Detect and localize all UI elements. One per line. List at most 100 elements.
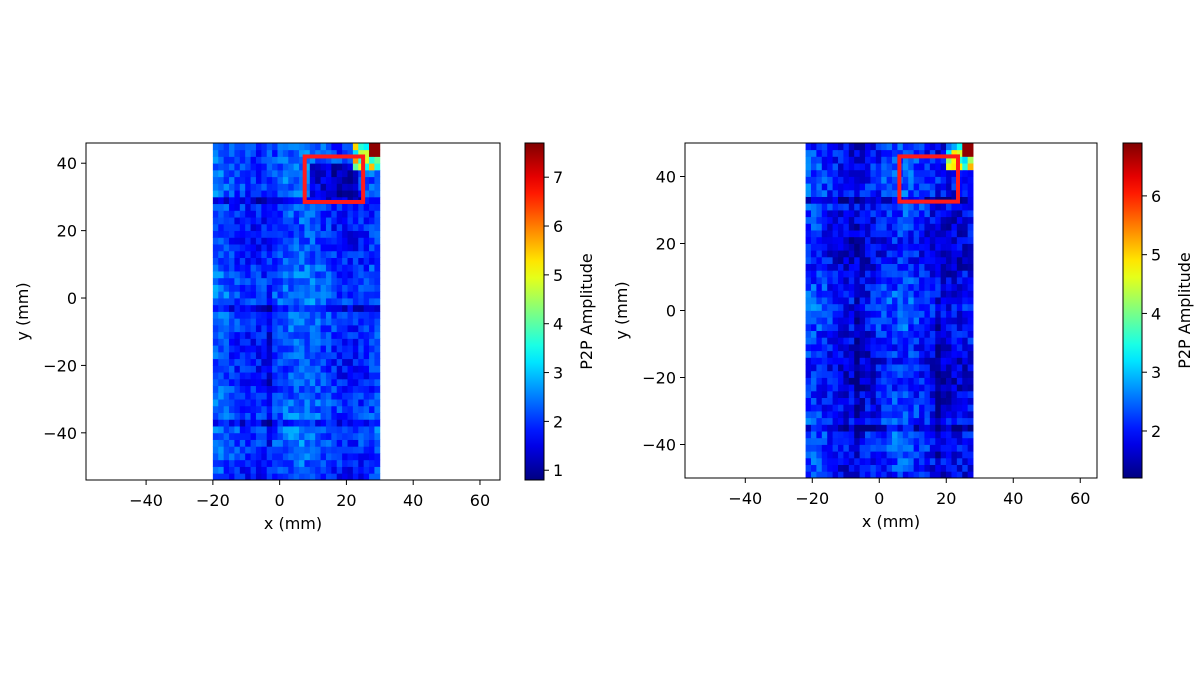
heatmap-cell	[325, 217, 332, 225]
heatmap-cell	[929, 357, 936, 365]
heatmap-cell	[886, 277, 893, 285]
heatmap-cell	[832, 176, 839, 184]
heatmap-cell	[821, 317, 828, 325]
heatmap-cell	[848, 404, 855, 412]
heatmap-cell	[940, 263, 947, 271]
heatmap-cell	[951, 236, 958, 244]
heatmap-cell	[299, 210, 305, 218]
highlight-rectangle	[897, 154, 960, 204]
heatmap-cell	[854, 297, 861, 305]
heatmap-cell	[315, 257, 321, 265]
heatmap-cell	[223, 203, 230, 211]
heatmap-cell	[331, 298, 338, 306]
heatmap-cell	[956, 417, 963, 425]
heatmap-cell	[250, 426, 257, 434]
heatmap-cell	[250, 473, 257, 481]
heatmap-cell	[255, 372, 262, 380]
heatmap-cell	[886, 169, 893, 177]
heatmap-cell	[875, 457, 882, 465]
heatmap-cell	[245, 378, 251, 387]
heatmap-cell	[854, 411, 861, 419]
heatmap-cell	[854, 417, 861, 425]
heatmap-cell	[816, 424, 823, 432]
heatmap-cell	[956, 297, 963, 305]
heatmap-cell	[935, 143, 942, 151]
heatmap-cell	[886, 256, 893, 264]
heatmap-cell	[870, 337, 877, 345]
heatmap-cell	[929, 143, 936, 151]
heatmap-cell	[875, 277, 882, 285]
heatmap-cell	[956, 256, 963, 264]
heatmap-cell	[827, 149, 833, 157]
heatmap-cell	[848, 357, 855, 365]
heatmap-cell	[342, 338, 348, 346]
heatmap-cell	[838, 344, 844, 352]
heatmap-cell	[234, 277, 241, 285]
heatmap-cell	[369, 473, 375, 481]
heatmap-cell	[320, 419, 327, 427]
heatmap-cell	[956, 464, 963, 472]
heatmap-cell	[881, 263, 888, 271]
heatmap-cell	[212, 378, 219, 387]
heatmap-cell	[352, 453, 359, 461]
heatmap-cell	[810, 203, 817, 211]
heatmap-cell	[282, 432, 289, 440]
colorbar-tick-label: 5	[553, 266, 563, 285]
heatmap-cell	[919, 223, 925, 231]
heatmap-cell	[352, 405, 359, 413]
heatmap-cell	[282, 298, 289, 306]
heatmap-cell	[892, 169, 898, 177]
heatmap-cell	[212, 385, 219, 393]
heatmap-cell	[881, 277, 888, 285]
heatmap-cell	[810, 189, 817, 197]
heatmap-cell	[255, 365, 262, 373]
heatmap-cell	[838, 303, 844, 311]
heatmap-cell	[843, 256, 850, 264]
heatmap-cell	[892, 203, 898, 211]
heatmap-cell	[325, 169, 332, 178]
heatmap-cell	[946, 256, 952, 264]
heatmap-cell	[299, 338, 305, 346]
heatmap-cell	[854, 230, 861, 238]
heatmap-cell	[827, 377, 833, 385]
heatmap-cell	[838, 149, 844, 157]
heatmap-cell	[967, 317, 974, 325]
heatmap-cell	[859, 457, 866, 465]
heatmap-cell	[288, 446, 295, 454]
heatmap-cell	[843, 397, 850, 405]
heatmap-cell	[848, 216, 855, 224]
heatmap-cell	[951, 323, 958, 331]
heatmap-cell	[331, 210, 338, 218]
heatmap-cell	[875, 189, 882, 197]
heatmap-cell	[827, 216, 833, 224]
heatmap-cell	[245, 345, 251, 353]
heatmap-cell	[821, 417, 828, 425]
heatmap-cell	[919, 464, 925, 472]
heatmap-cell	[870, 149, 877, 157]
heatmap-cell	[967, 277, 974, 285]
heatmap-cell	[336, 318, 343, 326]
heatmap-cell	[929, 377, 936, 385]
heatmap-cell	[293, 432, 300, 440]
heatmap-cell	[282, 271, 289, 279]
heatmap-cell	[223, 257, 230, 265]
heatmap-cell	[331, 291, 338, 299]
heatmap-cell	[886, 451, 893, 459]
heatmap-cell	[886, 370, 893, 378]
heatmap-cell	[832, 377, 839, 385]
heatmap-cell	[288, 324, 295, 333]
heatmap-cell	[962, 250, 969, 258]
heatmap-cell	[875, 163, 882, 171]
heatmap-cell	[821, 377, 828, 385]
heatmap-cell	[886, 471, 893, 479]
heatmap-cell	[239, 412, 246, 420]
heatmap-cell	[951, 156, 958, 164]
y-tick-label: −40	[43, 424, 77, 443]
heatmap-cell	[369, 324, 375, 333]
heatmap-cell	[223, 230, 230, 238]
heatmap-cell	[255, 432, 262, 440]
heatmap-cell	[218, 149, 225, 157]
heatmap-cell	[940, 163, 947, 171]
heatmap-cell	[352, 365, 359, 373]
heatmap-cell	[913, 310, 920, 318]
